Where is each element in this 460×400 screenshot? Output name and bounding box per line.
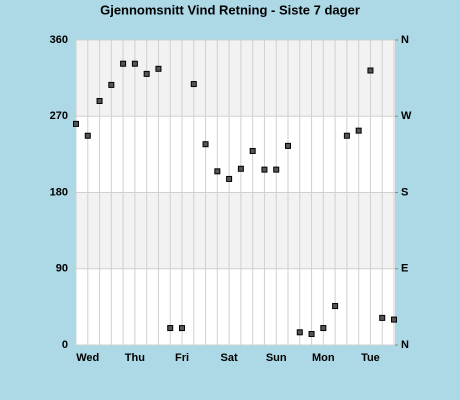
point [391, 316, 397, 323]
x-tick-label: Sun [266, 352, 287, 364]
x-tick-label: Thu [125, 352, 145, 364]
y2-tick-label: E [401, 263, 408, 275]
point [320, 325, 327, 332]
point [120, 60, 127, 67]
point [273, 166, 280, 173]
point [179, 325, 185, 332]
y2-tick-label: S [401, 186, 408, 198]
x-tick-label: Wed [76, 352, 99, 364]
point [155, 65, 162, 72]
point [190, 81, 197, 88]
point [296, 329, 303, 336]
point [249, 147, 256, 154]
point [332, 303, 339, 310]
y-tick-label: 180 [50, 186, 68, 198]
point [108, 81, 115, 88]
y-tick-label: 0 [62, 339, 68, 351]
x-tick-label: Sat [221, 352, 238, 364]
point [131, 60, 138, 67]
x-tick-label: Mon [312, 352, 335, 364]
y2-tick-label: N [401, 339, 409, 351]
point [143, 70, 150, 77]
x-tick-label: Tue [361, 352, 380, 364]
point [73, 120, 79, 127]
y-tick-label: 90 [56, 263, 68, 275]
grid-band [76, 40, 395, 117]
point [367, 67, 374, 74]
grid-band [76, 192, 395, 269]
point [84, 132, 91, 139]
point [261, 166, 268, 173]
y2-tick-label: N [401, 34, 409, 46]
point [308, 330, 315, 337]
point [167, 325, 174, 332]
point [237, 165, 244, 172]
y2-tick-label: W [401, 110, 412, 122]
point [214, 168, 221, 175]
point [226, 175, 233, 182]
point [202, 141, 209, 148]
x-tick-label: Fri [175, 352, 189, 364]
point [379, 314, 386, 321]
point [355, 127, 362, 134]
point [285, 142, 291, 149]
point [96, 98, 103, 104]
y-tick-label: 360 [50, 34, 68, 46]
y-tick-label: 270 [50, 110, 68, 122]
chart-title: Gjennomsnitt Vind Retning - Siste 7 dage… [100, 2, 360, 17]
point [343, 132, 350, 139]
